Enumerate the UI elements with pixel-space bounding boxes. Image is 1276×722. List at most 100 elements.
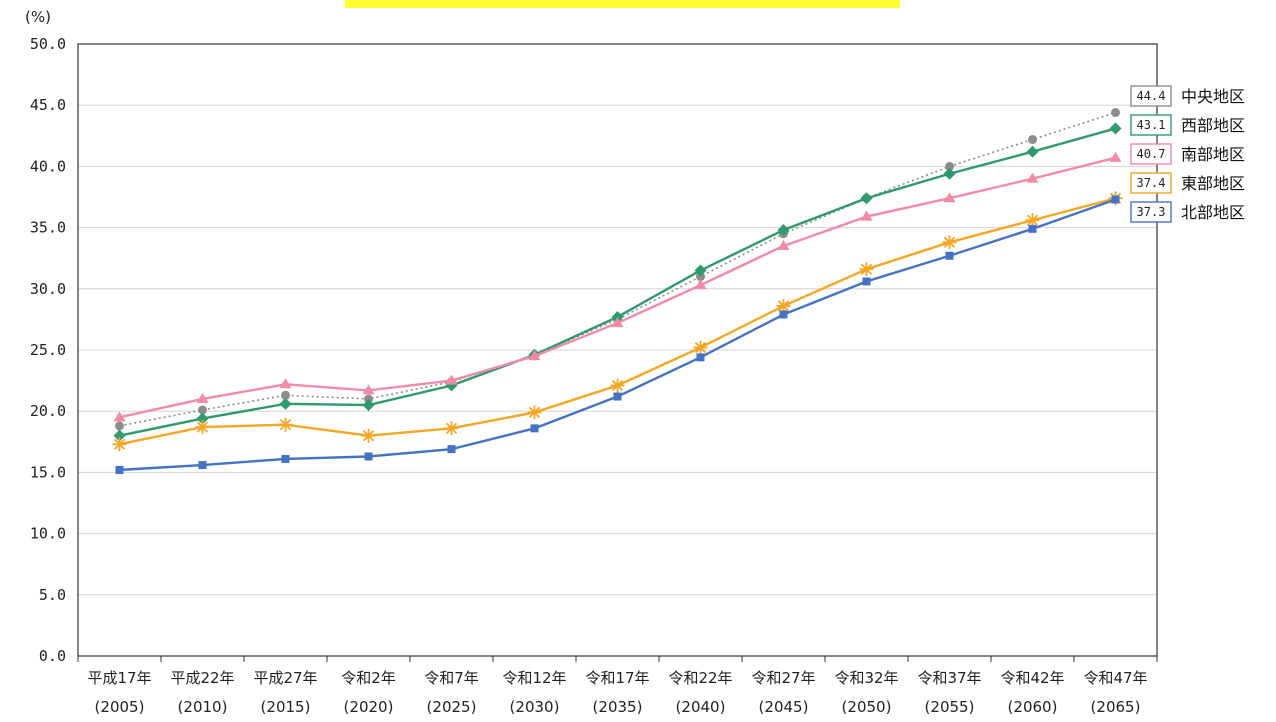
x-tick-era: 平成22年	[170, 669, 234, 687]
legend-series-name: 東部地区	[1181, 174, 1245, 193]
data-point	[444, 421, 459, 436]
x-tick-year: (2025)	[427, 698, 477, 716]
data-point	[445, 374, 458, 385]
x-tick-era: 令和12年	[502, 669, 566, 687]
data-point	[860, 210, 873, 221]
legend-series-name: 西部地区	[1181, 116, 1245, 135]
star-stroke	[1026, 214, 1039, 226]
data-point	[945, 161, 954, 171]
data-point	[362, 384, 375, 395]
star-stroke	[279, 419, 292, 431]
x-tick-year: (2035)	[593, 698, 643, 716]
x-tick-era: 令和22年	[668, 669, 732, 687]
x-tick-era: 令和32年	[834, 669, 898, 687]
x-tick-era: 平成27年	[253, 669, 317, 687]
data-point	[278, 417, 293, 432]
series-group	[112, 108, 1123, 474]
data-point	[1026, 145, 1039, 158]
end-value-box	[1130, 143, 1172, 165]
star-stroke	[611, 379, 624, 392]
data-point	[447, 445, 456, 454]
x-tick-era: 平成17年	[87, 669, 151, 687]
data-point	[195, 420, 210, 435]
data-point	[527, 405, 542, 420]
data-point	[198, 461, 207, 470]
star-stroke	[445, 422, 458, 434]
x-tick-era: 令和7年	[424, 669, 479, 687]
data-point	[279, 378, 292, 389]
y-tick-label: 20.0	[30, 402, 66, 420]
data-point	[281, 454, 290, 463]
data-point	[198, 405, 207, 415]
y-tick-label: 30.0	[30, 280, 66, 298]
data-point	[694, 279, 707, 290]
x-tick-year: (2055)	[925, 698, 975, 716]
data-point	[112, 437, 127, 452]
data-point	[1111, 195, 1120, 204]
data-point	[1109, 122, 1122, 135]
x-tick-era: 令和2年	[341, 669, 396, 687]
star-stroke	[694, 341, 707, 354]
title-highlight-bar	[345, 0, 900, 8]
data-point	[1109, 151, 1122, 162]
data-point	[196, 412, 209, 425]
series-1	[115, 108, 1120, 431]
data-point	[281, 390, 290, 400]
x-tick-labels: 平成17年 (2005) 平成22年 (2010) 平成27年 (2015) 令和2年 (20…	[87, 669, 1147, 716]
x-tick-era: 令和17年	[585, 669, 649, 687]
data-point	[696, 272, 705, 282]
data-point	[694, 264, 707, 277]
data-point	[528, 350, 541, 361]
data-point	[613, 392, 622, 401]
data-point	[115, 465, 124, 474]
x-tick-year: (2030)	[510, 698, 560, 716]
legend-item: 37.3 北部地区	[1130, 201, 1245, 223]
x-tick-era: 令和27年	[751, 669, 815, 687]
data-point	[362, 399, 375, 412]
x-tick-year: (2020)	[344, 698, 394, 716]
y-tick-label: 45.0	[30, 96, 66, 114]
data-point	[777, 224, 790, 237]
data-point	[113, 429, 126, 442]
data-point	[777, 239, 790, 250]
star-stroke	[777, 300, 790, 312]
end-value-label: 37.4	[1137, 176, 1166, 190]
x-tick-year: (2045)	[759, 698, 809, 716]
data-point	[696, 353, 705, 362]
axes	[77, 43, 1158, 662]
plot-frame	[77, 43, 1158, 657]
data-point	[113, 411, 126, 422]
y-tick-labels: 0.0 5.0 10.0 15.0 20.0 25.0 30.0 35.0 40.0 45.0 50…	[30, 35, 66, 665]
legend-series-name: 南部地区	[1181, 145, 1245, 164]
data-point	[196, 392, 209, 403]
legend-item: 40.7 南部地区	[1130, 143, 1245, 165]
legend: 44.4 中央地区 43.1 西部地区 40.7 南部地区 37.4 東部地区 37.3 北部地区	[1130, 85, 1245, 223]
data-point	[364, 452, 373, 461]
data-point	[115, 421, 124, 431]
data-point	[862, 277, 871, 286]
y-tick-label: 0.0	[39, 647, 66, 665]
data-point	[1111, 108, 1120, 118]
x-tick-era: 令和47年	[1083, 669, 1147, 687]
data-point	[693, 340, 708, 355]
series-line	[119, 156, 1116, 419]
data-point	[859, 262, 874, 277]
series-5	[115, 195, 1120, 474]
y-unit-label: (%)	[25, 8, 51, 26]
star-stroke	[362, 430, 375, 442]
end-value-box	[1130, 114, 1172, 136]
data-point	[945, 251, 954, 260]
end-value-label: 37.3	[1137, 205, 1166, 219]
y-tick-label: 25.0	[30, 341, 66, 359]
data-point	[611, 317, 624, 328]
x-tick-year: (2005)	[95, 698, 145, 716]
x-tick-year: (2050)	[842, 698, 892, 716]
data-point	[942, 235, 957, 250]
x-tick-year: (2010)	[178, 698, 228, 716]
star-stroke	[943, 236, 956, 248]
x-tick-era: 令和37年	[917, 669, 981, 687]
x-tick-era: 令和42年	[1000, 669, 1064, 687]
y-tick-label: 40.0	[30, 157, 66, 175]
legend-item: 43.1 西部地区	[1130, 114, 1245, 136]
